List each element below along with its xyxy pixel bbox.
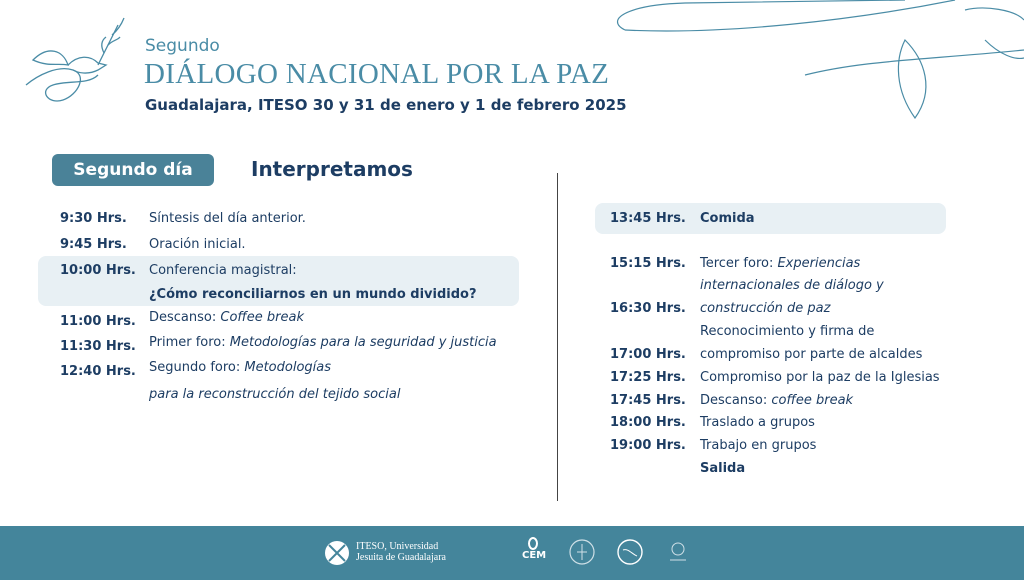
highlight-keynote xyxy=(38,256,519,306)
cem-logo-icon: CEM xyxy=(522,537,546,561)
time: 11:00 Hrs. xyxy=(60,314,136,329)
activity: Comida xyxy=(700,211,755,226)
activity: Conferencia magistral: xyxy=(149,263,297,278)
event-title: DIÁLOGO NACIONAL POR LA PAZ xyxy=(144,58,610,90)
activity-cont: para la reconstrucción del tejido social xyxy=(149,387,401,402)
activity: Tercer foro: Experiencias xyxy=(700,256,861,271)
activity-cont: compromiso por parte de alcaldes xyxy=(700,347,923,362)
activity-cont: internacionales de diálogo y xyxy=(700,278,884,293)
column-divider xyxy=(557,173,558,501)
keynote-title: ¿Cómo reconciliarnos en un mundo dividid… xyxy=(149,287,477,302)
time: 11:30 Hrs. xyxy=(60,339,136,354)
dove-logo-icon xyxy=(25,17,125,102)
time: 19:00 Hrs. xyxy=(610,438,686,453)
activity: Primer foro: Metodologías para la seguri… xyxy=(149,335,497,350)
decorative-branch-icon xyxy=(616,0,1024,120)
activity: Descanso: Coffee break xyxy=(149,310,305,325)
activity: Segundo foro: Metodologías xyxy=(149,360,332,375)
time: 10:00 Hrs. xyxy=(60,263,136,278)
time: 15:15 Hrs. xyxy=(610,256,686,271)
activity: Reconocimiento y firma de xyxy=(700,324,875,339)
footer-bar: ITESO, Universidad Jesuita de Guadalajara… xyxy=(0,526,1024,580)
highlight-lunch xyxy=(595,203,946,234)
iteso-name: ITESO, Universidad Jesuita de Guadalajara xyxy=(356,541,446,563)
subtitle: Segundo xyxy=(145,36,220,56)
jesuitas-logo-icon xyxy=(670,542,686,561)
time: 9:45 Hrs. xyxy=(60,237,127,252)
partner-logo-icon xyxy=(569,539,595,565)
event-location-date: Guadalajara, ITESO 30 y 31 de enero y 1 … xyxy=(145,96,627,114)
time: 13:45 Hrs. xyxy=(610,211,686,226)
time: 12:40 Hrs. xyxy=(60,364,136,379)
time: 16:30 Hrs. xyxy=(610,301,686,316)
activity: Oración inicial. xyxy=(149,237,246,252)
closing: Salida xyxy=(700,461,746,476)
theme-heading: Interpretamos xyxy=(251,157,413,181)
partner-logo-icon xyxy=(617,539,643,565)
activity-cont: construcción de paz xyxy=(700,301,831,316)
activity: Descanso: coffee break xyxy=(700,393,854,408)
activity: Síntesis del día anterior. xyxy=(149,211,306,226)
activity: Trabajo en grupos xyxy=(700,438,817,453)
time: 18:00 Hrs. xyxy=(610,415,686,430)
activity: Compromiso por la paz de la Iglesias xyxy=(700,370,940,385)
time: 9:30 Hrs. xyxy=(60,211,127,226)
time: 17:00 Hrs. xyxy=(610,347,686,362)
day-badge: Segundo día xyxy=(52,154,214,186)
iteso-logo-icon xyxy=(325,541,349,565)
time: 17:45 Hrs. xyxy=(610,393,686,408)
time: 17:25 Hrs. xyxy=(610,370,686,385)
activity: Traslado a grupos xyxy=(700,415,815,430)
